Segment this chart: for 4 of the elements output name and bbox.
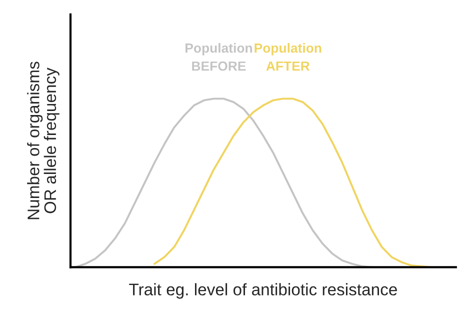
x-axis-title: Trait eg. level of antibiotic resistance — [129, 283, 397, 299]
text: Population BEFORE — [186, 43, 252, 71]
text: Population AFTER — [254, 43, 322, 71]
y-axis-title: Number of organisms OR allele frequency — [27, 62, 60, 220]
